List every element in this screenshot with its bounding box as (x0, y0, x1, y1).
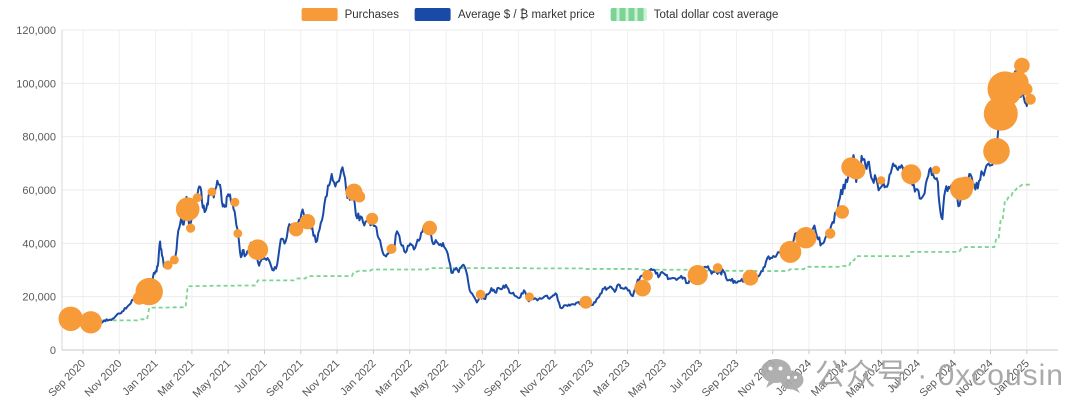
svg-text:Nov 2022: Nov 2022 (518, 358, 560, 400)
legend-item-purchases[interactable]: Purchases (301, 8, 399, 21)
watermark: 公众号 · 0xcousin (759, 357, 1064, 395)
svg-text:120,000: 120,000 (16, 25, 56, 37)
legend-item-market-price[interactable]: Average $ / ₿ market price (414, 8, 595, 21)
svg-text:40,000: 40,000 (22, 238, 56, 250)
legend-label-market-price: Average $ / ₿ market price (457, 8, 595, 21)
svg-text:Sep 2022: Sep 2022 (482, 358, 524, 400)
svg-text:Nov 2020: Nov 2020 (83, 358, 125, 400)
legend-item-cost-average[interactable]: Total dollar cost average (610, 8, 779, 21)
wechat-icon (760, 359, 804, 393)
purchases-swatch-icon (301, 8, 338, 21)
svg-text:May 2021: May 2021 (191, 358, 234, 401)
chart-legend: Purchases Average $ / ₿ market price Tot… (301, 8, 779, 21)
svg-text:Nov 2021: Nov 2021 (300, 358, 342, 400)
legend-label-purchases: Purchases (344, 8, 399, 21)
svg-text:Sep 2020: Sep 2020 (46, 358, 88, 400)
svg-text:May 2022: May 2022 (408, 358, 451, 401)
svg-text:Jan 2021: Jan 2021 (120, 358, 160, 398)
svg-text:May 2023: May 2023 (626, 358, 669, 401)
svg-text:Jan 2023: Jan 2023 (556, 358, 596, 398)
svg-text:100,000: 100,000 (16, 78, 56, 90)
svg-text:80,000: 80,000 (22, 132, 56, 144)
legend-label-cost-average: Total dollar cost average (653, 8, 779, 21)
svg-text:Jan 2022: Jan 2022 (338, 358, 378, 398)
market-price-swatch-icon (414, 8, 451, 21)
svg-text:0: 0 (50, 345, 56, 357)
purchase-bubbles (58, 57, 1036, 334)
svg-text:Sep 2021: Sep 2021 (264, 358, 306, 400)
svg-text:60,000: 60,000 (22, 185, 56, 197)
cost-average-swatch-icon (610, 8, 647, 21)
watermark-text: 公众号 · 0xcousin (814, 359, 1064, 392)
svg-text:20,000: 20,000 (22, 292, 56, 304)
svg-text:Sep 2023: Sep 2023 (700, 358, 742, 400)
